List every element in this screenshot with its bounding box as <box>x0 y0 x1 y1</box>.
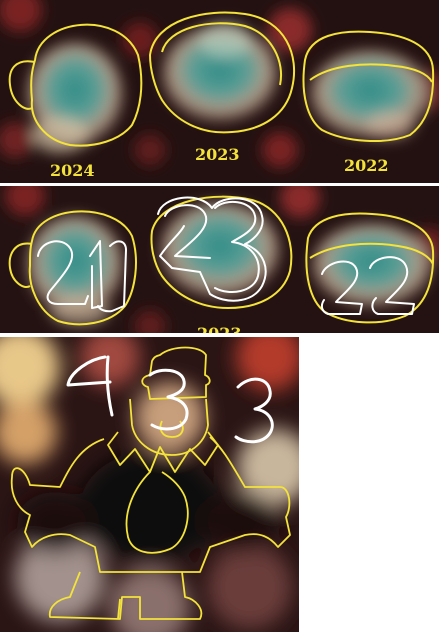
middle-photo-svg: 2023 <box>0 186 439 333</box>
scribble-21 <box>37 240 127 313</box>
figure-head <box>129 398 209 456</box>
year-label-2024: 2024 <box>50 161 95 180</box>
scribble-23-outer <box>157 196 267 302</box>
middle-head-outline-right-hair <box>309 242 434 265</box>
year-label-2022: 2022 <box>344 156 389 175</box>
head-outline-2024 <box>30 23 143 147</box>
figure-collar <box>107 431 219 473</box>
figure-tie <box>125 471 189 554</box>
scribble-3-middle <box>148 368 189 431</box>
head-outline-2022-hair <box>309 63 433 83</box>
middle-yellow-outlines <box>8 195 435 326</box>
figure-foot-divider <box>117 598 121 620</box>
top-photo-svg: 2024 2023 2022 <box>0 0 439 183</box>
head-outline-2022 <box>302 30 435 143</box>
scribble-9 <box>66 355 114 417</box>
scribble-22 <box>320 256 415 315</box>
figure-legs <box>48 571 203 620</box>
bottom-white-scribbles <box>66 355 274 444</box>
head-outline-2024-ear <box>8 60 36 110</box>
middle-head-outline-right <box>305 212 435 324</box>
scribble-3-right <box>234 377 274 444</box>
bottom-photo-svg <box>0 337 299 632</box>
year-label-2023: 2023 <box>195 145 240 164</box>
middle-head-outline-left-ear <box>8 242 33 288</box>
middle-photo-panel: 2023 <box>0 186 439 333</box>
middle-partial-label: 2023 <box>197 324 242 333</box>
middle-head-outline-left <box>28 210 137 326</box>
scribble-23 <box>164 200 260 293</box>
cartoon-figure-outline <box>10 346 291 620</box>
head-outline-2023-inner <box>161 22 282 86</box>
top-photo-panel: 2024 2023 2022 <box>0 0 439 183</box>
figure-body <box>10 436 291 573</box>
bottom-photo-panel <box>0 337 299 632</box>
middle-white-scribbles <box>37 196 415 315</box>
top-yellow-outlines <box>8 11 435 147</box>
figure-hat <box>141 346 211 400</box>
head-outline-2023 <box>149 11 296 134</box>
middle-head-outline-center <box>150 195 293 309</box>
